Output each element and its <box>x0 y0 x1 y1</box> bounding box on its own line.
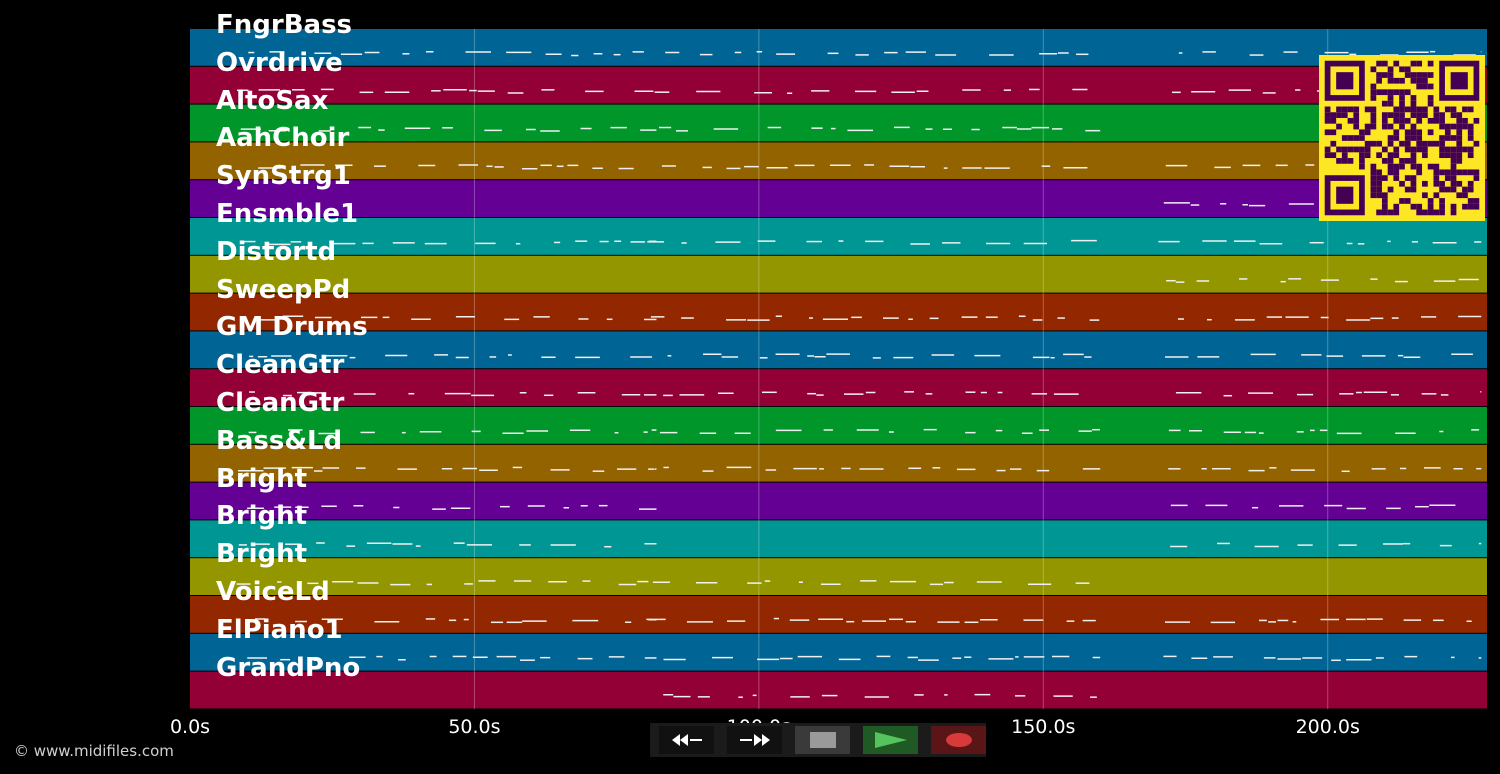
time-tick-label: 50.0s <box>448 716 501 738</box>
track-lane <box>190 407 1487 444</box>
track-label: FngrBass <box>216 10 353 40</box>
play-icon <box>874 732 907 748</box>
rewind-icon <box>671 734 702 746</box>
track-label: GM Drums <box>216 312 368 343</box>
record-icon <box>945 733 972 747</box>
track-label: Bright <box>216 501 308 532</box>
track-lane <box>190 104 1487 142</box>
track-label: AahChoir <box>216 123 350 154</box>
track-label: Bright <box>216 463 308 494</box>
track-label: Bass&Ld <box>216 425 343 456</box>
track-label: Bright <box>216 539 308 570</box>
track-lane <box>190 444 1487 482</box>
track-label: Distortd <box>216 236 337 267</box>
stop-icon <box>809 732 836 748</box>
play-button[interactable] <box>863 726 918 754</box>
fast-forward-icon <box>739 734 770 746</box>
track-lanes <box>190 29 1487 709</box>
track-lane <box>190 331 1487 369</box>
track-label: GrandPno <box>216 652 361 683</box>
time-tick-label: 0.0s <box>169 716 211 738</box>
track-lane <box>190 671 1487 709</box>
track-label: CleanGtr <box>216 350 345 381</box>
track-lane <box>190 142 1487 180</box>
track-lane <box>190 596 1487 633</box>
track-label: VoiceLd <box>216 577 330 607</box>
track-label: SweepPd <box>216 274 351 305</box>
track-label: AltoSax <box>216 85 329 116</box>
track-lane <box>190 482 1487 520</box>
track-lane <box>190 293 1487 331</box>
track-label: SynStrg1 <box>216 161 351 192</box>
time-tick-label: 200.0s <box>1295 716 1360 738</box>
record-button[interactable] <box>931 726 986 754</box>
transport-controls <box>650 723 986 757</box>
track-lane <box>190 633 1487 671</box>
fast-forward-button[interactable] <box>727 726 782 754</box>
track-lane <box>190 558 1487 595</box>
track-label: Ensmble1 <box>216 199 359 229</box>
track-lane <box>190 369 1487 406</box>
track-lane <box>190 29 1487 66</box>
track-label: Ovrdrive <box>216 47 343 78</box>
track-lane <box>190 255 1487 293</box>
track-lane <box>190 520 1487 558</box>
track-label: ElPiano1 <box>216 614 343 645</box>
stop-button[interactable] <box>795 726 850 754</box>
track-label: CleanGtr <box>216 388 345 418</box>
copyright-text: © www.midifiles.com <box>14 742 174 760</box>
track-lane <box>190 66 1487 104</box>
track-lane <box>190 218 1487 255</box>
qr-code-icon <box>1319 55 1485 221</box>
note-events <box>236 50 1482 698</box>
track-lane <box>190 180 1487 217</box>
rewind-button[interactable] <box>659 726 714 754</box>
time-tick-label: 150.0s <box>1011 716 1076 738</box>
